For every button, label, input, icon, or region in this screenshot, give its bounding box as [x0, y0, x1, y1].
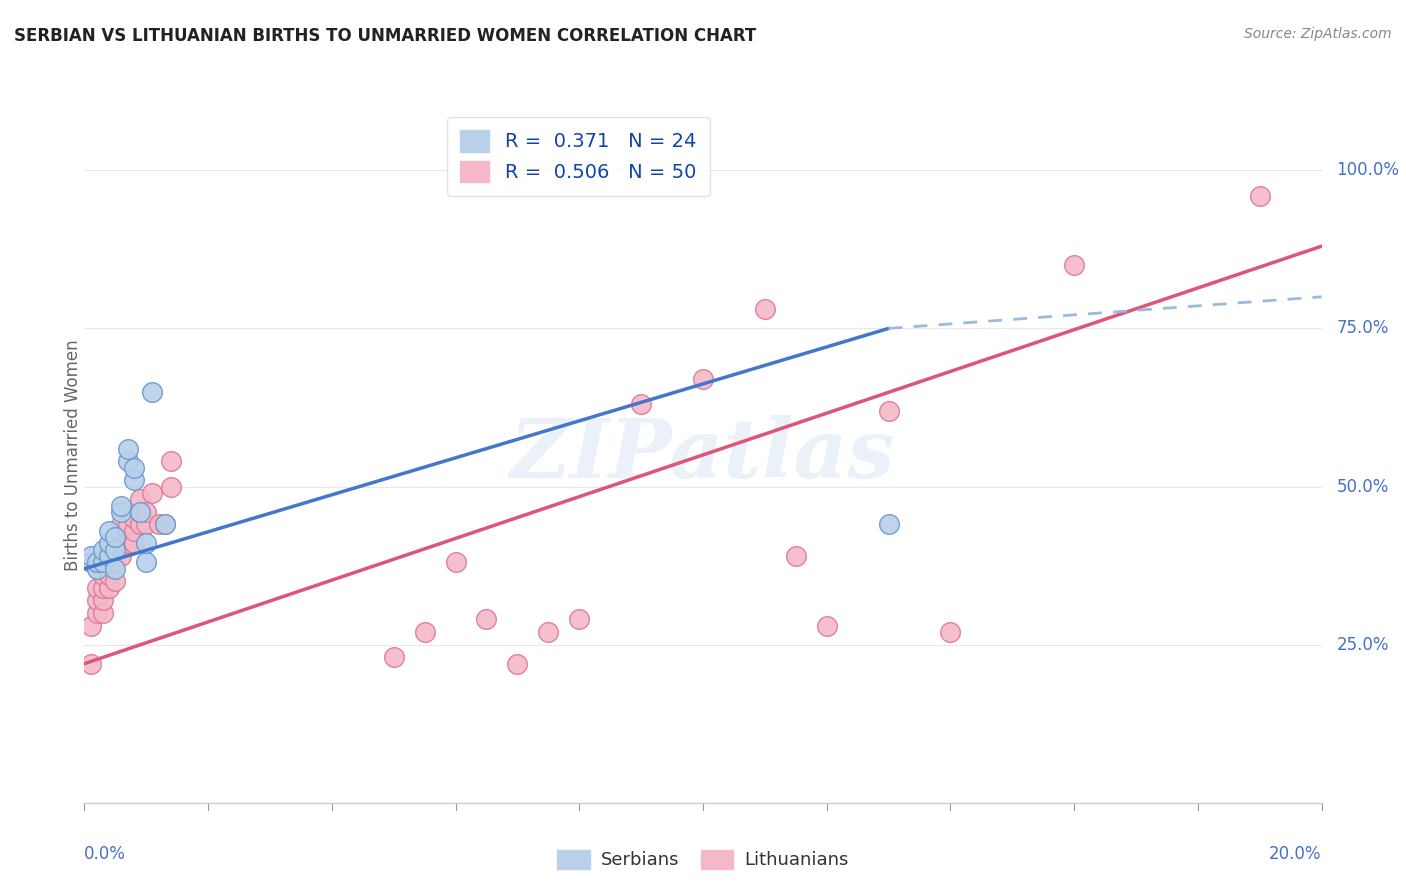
- Point: [444, 556, 467, 570]
- Point: [79, 549, 101, 563]
- Point: [104, 574, 127, 589]
- Text: 75.0%: 75.0%: [1337, 319, 1389, 337]
- Point: [141, 486, 163, 500]
- Point: [122, 511, 145, 525]
- Legend: R =  0.371   N = 24, R =  0.506   N = 50: R = 0.371 N = 24, R = 0.506 N = 50: [447, 117, 710, 196]
- Point: [86, 593, 108, 607]
- Point: [117, 536, 139, 550]
- Point: [91, 542, 114, 557]
- Text: 25.0%: 25.0%: [1337, 636, 1389, 654]
- Point: [98, 549, 121, 563]
- Point: [98, 556, 121, 570]
- Point: [104, 542, 127, 557]
- Point: [122, 524, 145, 538]
- Y-axis label: Births to Unmarried Women: Births to Unmarried Women: [65, 339, 82, 571]
- Point: [141, 384, 163, 399]
- Point: [135, 536, 157, 550]
- Point: [754, 302, 776, 317]
- Point: [1063, 258, 1085, 272]
- Point: [86, 606, 108, 620]
- Point: [160, 454, 183, 468]
- Point: [91, 568, 114, 582]
- Point: [135, 556, 157, 570]
- Point: [129, 505, 152, 519]
- Point: [91, 606, 114, 620]
- Point: [785, 549, 807, 563]
- Text: SERBIAN VS LITHUANIAN BIRTHS TO UNMARRIED WOMEN CORRELATION CHART: SERBIAN VS LITHUANIAN BIRTHS TO UNMARRIE…: [14, 27, 756, 45]
- Text: Source: ZipAtlas.com: Source: ZipAtlas.com: [1244, 27, 1392, 41]
- Point: [877, 517, 900, 532]
- Point: [98, 536, 121, 550]
- Point: [110, 517, 132, 532]
- Text: 50.0%: 50.0%: [1337, 477, 1389, 496]
- Point: [104, 530, 127, 544]
- Point: [86, 556, 108, 570]
- Point: [413, 625, 436, 640]
- Point: [148, 517, 170, 532]
- Point: [79, 618, 101, 632]
- Point: [98, 581, 121, 595]
- Point: [877, 403, 900, 417]
- Point: [117, 454, 139, 468]
- Point: [630, 397, 652, 411]
- Point: [86, 581, 108, 595]
- Point: [117, 517, 139, 532]
- Point: [135, 517, 157, 532]
- Point: [939, 625, 962, 640]
- Point: [110, 499, 132, 513]
- Point: [122, 473, 145, 487]
- Point: [104, 542, 127, 557]
- Point: [98, 568, 121, 582]
- Text: 100.0%: 100.0%: [1337, 161, 1399, 179]
- Point: [475, 612, 498, 626]
- Point: [91, 593, 114, 607]
- Point: [135, 505, 157, 519]
- Point: [129, 492, 152, 507]
- Point: [129, 517, 152, 532]
- Point: [692, 372, 714, 386]
- Point: [98, 542, 121, 557]
- Point: [79, 657, 101, 671]
- Point: [1249, 188, 1271, 202]
- Text: 0.0%: 0.0%: [84, 845, 127, 863]
- Point: [506, 657, 529, 671]
- Point: [382, 650, 405, 665]
- Point: [117, 442, 139, 456]
- Text: 20.0%: 20.0%: [1270, 845, 1322, 863]
- Point: [815, 618, 838, 632]
- Point: [129, 505, 152, 519]
- Point: [91, 581, 114, 595]
- Point: [104, 556, 127, 570]
- Point: [537, 625, 560, 640]
- Point: [86, 562, 108, 576]
- Point: [568, 612, 591, 626]
- Point: [122, 536, 145, 550]
- Point: [79, 556, 101, 570]
- Point: [110, 549, 132, 563]
- Point: [110, 536, 132, 550]
- Legend: Serbians, Lithuanians: Serbians, Lithuanians: [548, 841, 858, 879]
- Point: [153, 517, 176, 532]
- Text: ZIPatlas: ZIPatlas: [510, 415, 896, 495]
- Point: [91, 556, 114, 570]
- Point: [104, 562, 127, 576]
- Point: [122, 460, 145, 475]
- Point: [153, 517, 176, 532]
- Point: [110, 505, 132, 519]
- Point: [160, 479, 183, 493]
- Point: [98, 524, 121, 538]
